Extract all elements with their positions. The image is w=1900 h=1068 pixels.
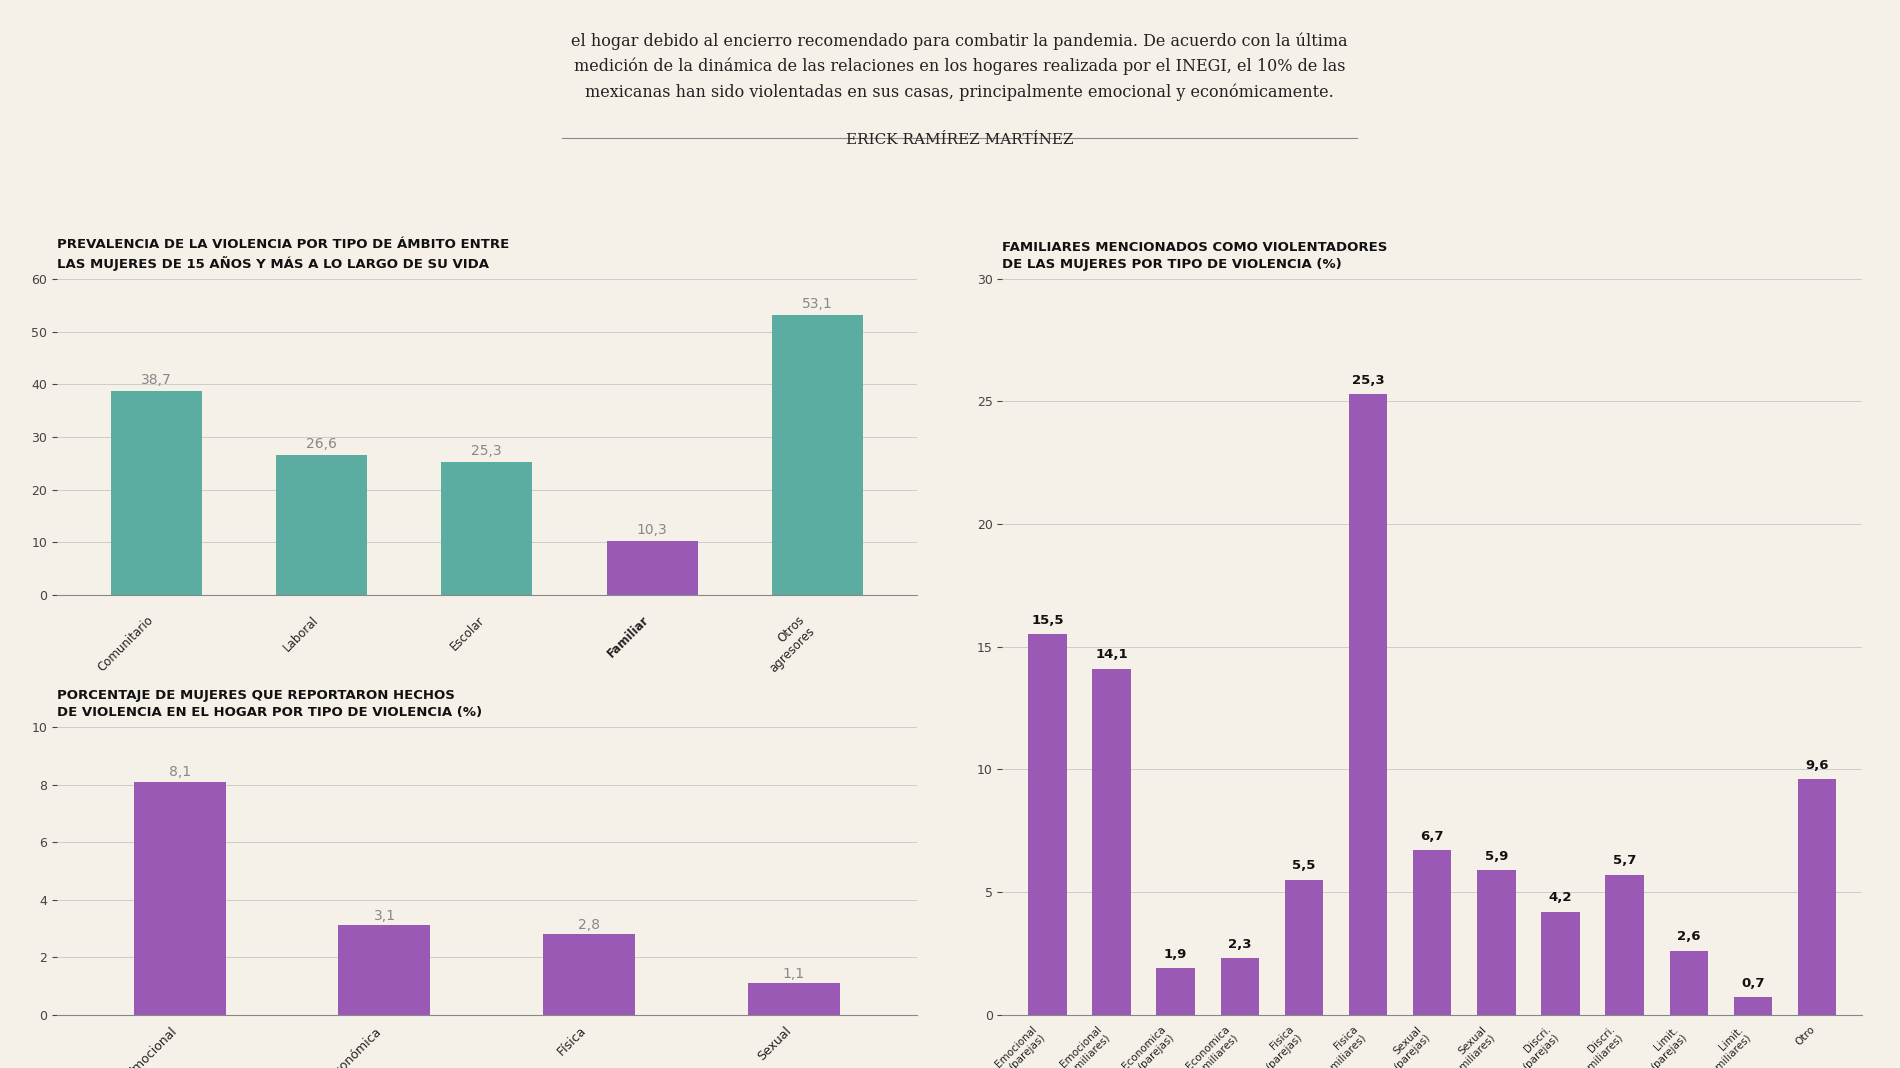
Bar bbox=[1157, 968, 1195, 1015]
Bar bbox=[1606, 875, 1644, 1015]
Bar bbox=[1733, 998, 1773, 1015]
Text: 0,7: 0,7 bbox=[1740, 977, 1765, 990]
Text: 38,7: 38,7 bbox=[141, 373, 171, 387]
Bar bbox=[441, 461, 532, 595]
Text: 2,6: 2,6 bbox=[1678, 930, 1700, 943]
Bar bbox=[1797, 780, 1835, 1015]
Text: FAMILIARES MENCIONADOS COMO VIOLENTADORES
DE LAS MUJERES POR TIPO DE VIOLENCIA (: FAMILIARES MENCIONADOS COMO VIOLENTADORE… bbox=[1003, 240, 1387, 271]
Text: Laboral: Laboral bbox=[281, 614, 321, 654]
Bar bbox=[606, 540, 697, 595]
Bar bbox=[1092, 669, 1130, 1015]
Text: PORCENTAJE DE MUJERES QUE REPORTARON HECHOS
DE VIOLENCIA EN EL HOGAR POR TIPO DE: PORCENTAJE DE MUJERES QUE REPORTARON HEC… bbox=[57, 689, 483, 719]
Text: 5,9: 5,9 bbox=[1484, 849, 1509, 863]
Text: Escolar: Escolar bbox=[446, 614, 486, 653]
Bar bbox=[1220, 958, 1260, 1015]
Text: 9,6: 9,6 bbox=[1805, 758, 1830, 772]
Text: 1,1: 1,1 bbox=[783, 967, 806, 980]
Text: Comunitario: Comunitario bbox=[95, 614, 156, 674]
Bar bbox=[1284, 880, 1322, 1015]
Text: 25,3: 25,3 bbox=[1351, 374, 1385, 387]
Bar bbox=[771, 315, 863, 595]
Text: Familiar: Familiar bbox=[606, 614, 652, 660]
Bar bbox=[110, 391, 201, 595]
Text: el hogar debido al encierro recomendado para combatir la pandemia. De acuerdo co: el hogar debido al encierro recomendado … bbox=[572, 32, 1347, 100]
Bar bbox=[1541, 912, 1579, 1015]
Text: 15,5: 15,5 bbox=[1032, 614, 1064, 627]
Text: 26,6: 26,6 bbox=[306, 437, 336, 451]
Text: 10,3: 10,3 bbox=[636, 522, 667, 537]
Bar bbox=[1414, 850, 1452, 1015]
Text: 3,1: 3,1 bbox=[374, 909, 395, 923]
Bar bbox=[133, 782, 226, 1015]
Bar bbox=[1670, 951, 1708, 1015]
Text: 5,7: 5,7 bbox=[1613, 854, 1636, 867]
Bar bbox=[543, 934, 635, 1015]
Bar bbox=[1349, 394, 1387, 1015]
Text: 8,1: 8,1 bbox=[169, 766, 190, 780]
Text: 4,2: 4,2 bbox=[1548, 891, 1573, 905]
Text: Otros
agresores: Otros agresores bbox=[756, 614, 817, 675]
Text: ERICK RAMÍREZ MARTÍNEZ: ERICK RAMÍREZ MARTÍNEZ bbox=[846, 134, 1074, 147]
Text: 25,3: 25,3 bbox=[471, 443, 502, 457]
Text: 5,5: 5,5 bbox=[1292, 860, 1315, 873]
Text: 2,3: 2,3 bbox=[1227, 938, 1252, 951]
Text: 53,1: 53,1 bbox=[802, 297, 832, 311]
Text: 2,8: 2,8 bbox=[578, 917, 600, 931]
Text: 1,9: 1,9 bbox=[1165, 947, 1188, 960]
Bar bbox=[749, 983, 840, 1015]
Text: PREVALENCIA DE LA VIOLENCIA POR TIPO DE ÁMBITO ENTRE
LAS MUJERES DE 15 AÑOS Y MÁ: PREVALENCIA DE LA VIOLENCIA POR TIPO DE … bbox=[57, 238, 509, 271]
Text: 6,7: 6,7 bbox=[1421, 830, 1444, 843]
Bar bbox=[1476, 870, 1516, 1015]
Bar bbox=[338, 926, 431, 1015]
Bar bbox=[276, 455, 367, 595]
Text: 14,1: 14,1 bbox=[1094, 648, 1129, 661]
Bar bbox=[1028, 634, 1066, 1015]
